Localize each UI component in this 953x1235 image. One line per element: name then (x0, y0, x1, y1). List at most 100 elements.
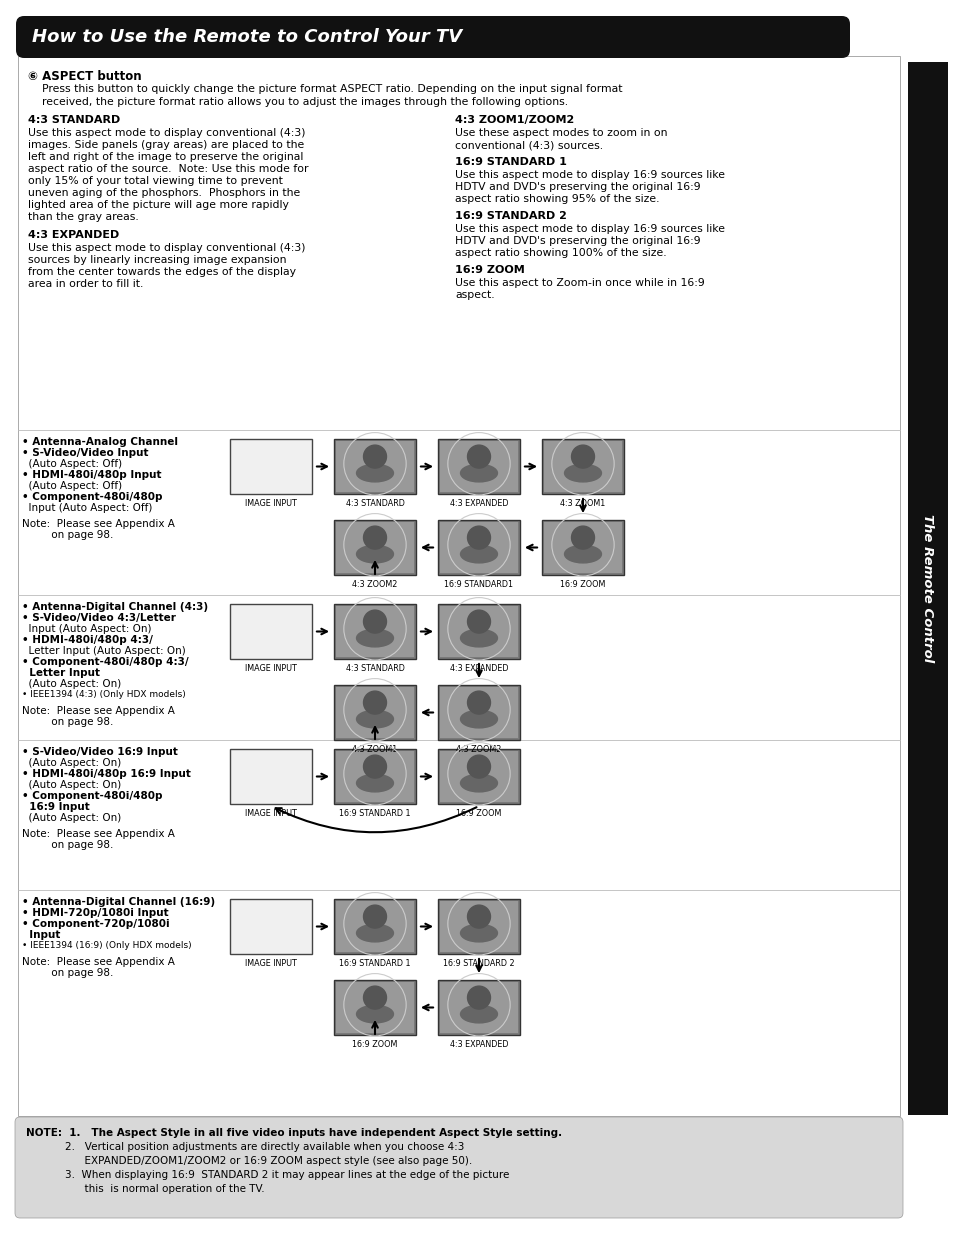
Text: IMAGE INPUT: IMAGE INPUT (245, 960, 296, 968)
Bar (541, 520, 623, 576)
Text: HDTV and DVD's preserving the original 16:9: HDTV and DVD's preserving the original 1… (455, 182, 700, 191)
Bar (439, 522, 517, 573)
Bar (230, 748, 312, 804)
Bar (437, 438, 519, 494)
Text: Use these aspect modes to zoom in on: Use these aspect modes to zoom in on (455, 128, 667, 138)
Text: • Antenna-Digital Channel (4:3): • Antenna-Digital Channel (4:3) (22, 601, 208, 613)
Text: 16:9 STANDARD 2: 16:9 STANDARD 2 (455, 211, 566, 221)
Text: aspect.: aspect. (455, 290, 494, 300)
Text: Use this aspect mode to display 16:9 sources like: Use this aspect mode to display 16:9 sou… (455, 170, 724, 180)
Text: 4:3 ZOOM1: 4:3 ZOOM1 (559, 499, 605, 508)
Text: 16:9 ZOOM: 16:9 ZOOM (456, 809, 501, 818)
Circle shape (467, 755, 490, 778)
Text: 4:3 STANDARD: 4:3 STANDARD (28, 115, 120, 125)
Text: Letter Input: Letter Input (22, 668, 100, 678)
Bar (437, 685, 519, 740)
Circle shape (363, 610, 386, 634)
Text: Note:  Please see Appendix A: Note: Please see Appendix A (22, 519, 174, 529)
Circle shape (467, 610, 490, 634)
Ellipse shape (356, 1005, 393, 1023)
Text: (Auto Aspect: On): (Auto Aspect: On) (22, 758, 121, 768)
Text: 16:9 STANDARD 1: 16:9 STANDARD 1 (339, 960, 411, 968)
Text: Note:  Please see Appendix A: Note: Please see Appendix A (22, 829, 174, 839)
Bar (335, 606, 414, 657)
Circle shape (363, 445, 386, 468)
Text: • Component-720p/1080i: • Component-720p/1080i (22, 919, 170, 929)
Text: Note:  Please see Appendix A: Note: Please see Appendix A (22, 706, 174, 716)
Bar (230, 899, 312, 953)
Ellipse shape (356, 630, 393, 647)
Bar (543, 522, 621, 573)
Text: from the center towards the edges of the display: from the center towards the edges of the… (28, 267, 295, 277)
Text: 4:3 EXPANDED: 4:3 EXPANDED (449, 664, 508, 673)
Text: on page 98.: on page 98. (22, 840, 113, 850)
Text: Input (Auto Aspect: Off): Input (Auto Aspect: Off) (22, 503, 152, 513)
Ellipse shape (460, 924, 497, 942)
Text: Use this aspect mode to display conventional (4:3): Use this aspect mode to display conventi… (28, 243, 305, 253)
Bar (18, 56, 899, 1116)
Text: • Antenna-Digital Channel (16:9): • Antenna-Digital Channel (16:9) (22, 897, 214, 906)
Text: 4:3 ZOOM2: 4:3 ZOOM2 (456, 745, 501, 755)
Ellipse shape (460, 546, 497, 563)
Bar (230, 438, 312, 494)
Text: Use this aspect mode to display 16:9 sources like: Use this aspect mode to display 16:9 sou… (455, 224, 724, 233)
Text: 4:3 STANDARD: 4:3 STANDARD (345, 499, 404, 508)
Bar (439, 687, 517, 739)
Text: • Component-480i/480p 4:3/: • Component-480i/480p 4:3/ (22, 657, 189, 667)
Text: • IEEE1394 (4:3) (Only HDX models): • IEEE1394 (4:3) (Only HDX models) (22, 690, 186, 699)
Ellipse shape (564, 546, 600, 563)
Text: area in order to fill it.: area in order to fill it. (28, 279, 143, 289)
Text: (Auto Aspect: On): (Auto Aspect: On) (22, 781, 121, 790)
Text: (Auto Aspect: Off): (Auto Aspect: Off) (22, 480, 122, 492)
Text: 4:3 ZOOM1: 4:3 ZOOM1 (352, 745, 397, 755)
Text: NOTE:  1.   The Aspect Style in all five video inputs have independent Aspect St: NOTE: 1. The Aspect Style in all five vi… (26, 1128, 561, 1137)
Text: 2.   Vertical position adjustments are directly available when you choose 4:3: 2. Vertical position adjustments are dir… (26, 1142, 464, 1152)
Circle shape (467, 905, 490, 927)
Text: lighted area of the picture will age more rapidly: lighted area of the picture will age mor… (28, 200, 289, 210)
Text: How to Use the Remote to Control Your TV: How to Use the Remote to Control Your TV (32, 28, 461, 46)
Ellipse shape (356, 774, 393, 792)
Bar (334, 685, 416, 740)
Text: • Component-480i/480p: • Component-480i/480p (22, 492, 162, 501)
Bar (334, 748, 416, 804)
Bar (437, 899, 519, 953)
Bar (335, 751, 414, 802)
Text: 16:9 STANDARD 1: 16:9 STANDARD 1 (455, 157, 566, 167)
Text: aspect ratio of the source.  Note: Use this mode for: aspect ratio of the source. Note: Use th… (28, 164, 308, 174)
Circle shape (467, 986, 490, 1009)
Bar (439, 982, 517, 1032)
Bar (335, 441, 414, 492)
Bar (334, 981, 416, 1035)
Circle shape (363, 905, 386, 927)
Ellipse shape (460, 774, 497, 792)
Bar (335, 902, 414, 952)
Text: on page 98.: on page 98. (22, 530, 113, 540)
Ellipse shape (460, 710, 497, 727)
Ellipse shape (356, 710, 393, 727)
Bar (437, 748, 519, 804)
Bar (437, 604, 519, 659)
Text: IMAGE INPUT: IMAGE INPUT (245, 499, 296, 508)
Circle shape (363, 526, 386, 550)
Bar (543, 441, 621, 492)
Text: than the gray areas.: than the gray areas. (28, 212, 138, 222)
Text: aspect ratio showing 100% of the size.: aspect ratio showing 100% of the size. (455, 248, 666, 258)
Circle shape (467, 526, 490, 550)
Text: on page 98.: on page 98. (22, 968, 113, 978)
Text: 16:9 STANDARD 2: 16:9 STANDARD 2 (443, 960, 515, 968)
Text: IMAGE INPUT: IMAGE INPUT (245, 809, 296, 818)
Circle shape (467, 445, 490, 468)
Ellipse shape (564, 464, 600, 482)
Text: 16:9 ZOOM: 16:9 ZOOM (352, 1040, 397, 1049)
Ellipse shape (460, 1005, 497, 1023)
Bar (541, 438, 623, 494)
Ellipse shape (356, 464, 393, 482)
Text: 4:3 EXPANDED: 4:3 EXPANDED (28, 230, 119, 240)
Bar (439, 606, 517, 657)
Text: Press this button to quickly change the picture format ASPECT ratio. Depending o: Press this button to quickly change the … (42, 84, 622, 94)
Bar (335, 522, 414, 573)
Text: 4:3 STANDARD: 4:3 STANDARD (345, 664, 404, 673)
Bar (439, 902, 517, 952)
Bar (334, 438, 416, 494)
Circle shape (363, 755, 386, 778)
